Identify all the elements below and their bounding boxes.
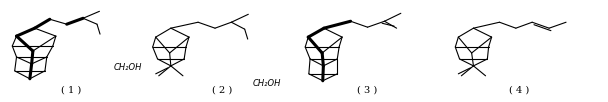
- Text: ( 1 ): ( 1 ): [61, 86, 81, 95]
- Text: ( 4 ): ( 4 ): [509, 86, 529, 95]
- Text: ( 3 ): ( 3 ): [358, 86, 378, 95]
- Text: ( 2 ): ( 2 ): [212, 86, 232, 95]
- Text: CH₂OH: CH₂OH: [252, 79, 281, 88]
- Text: CH₂OH: CH₂OH: [113, 63, 142, 72]
